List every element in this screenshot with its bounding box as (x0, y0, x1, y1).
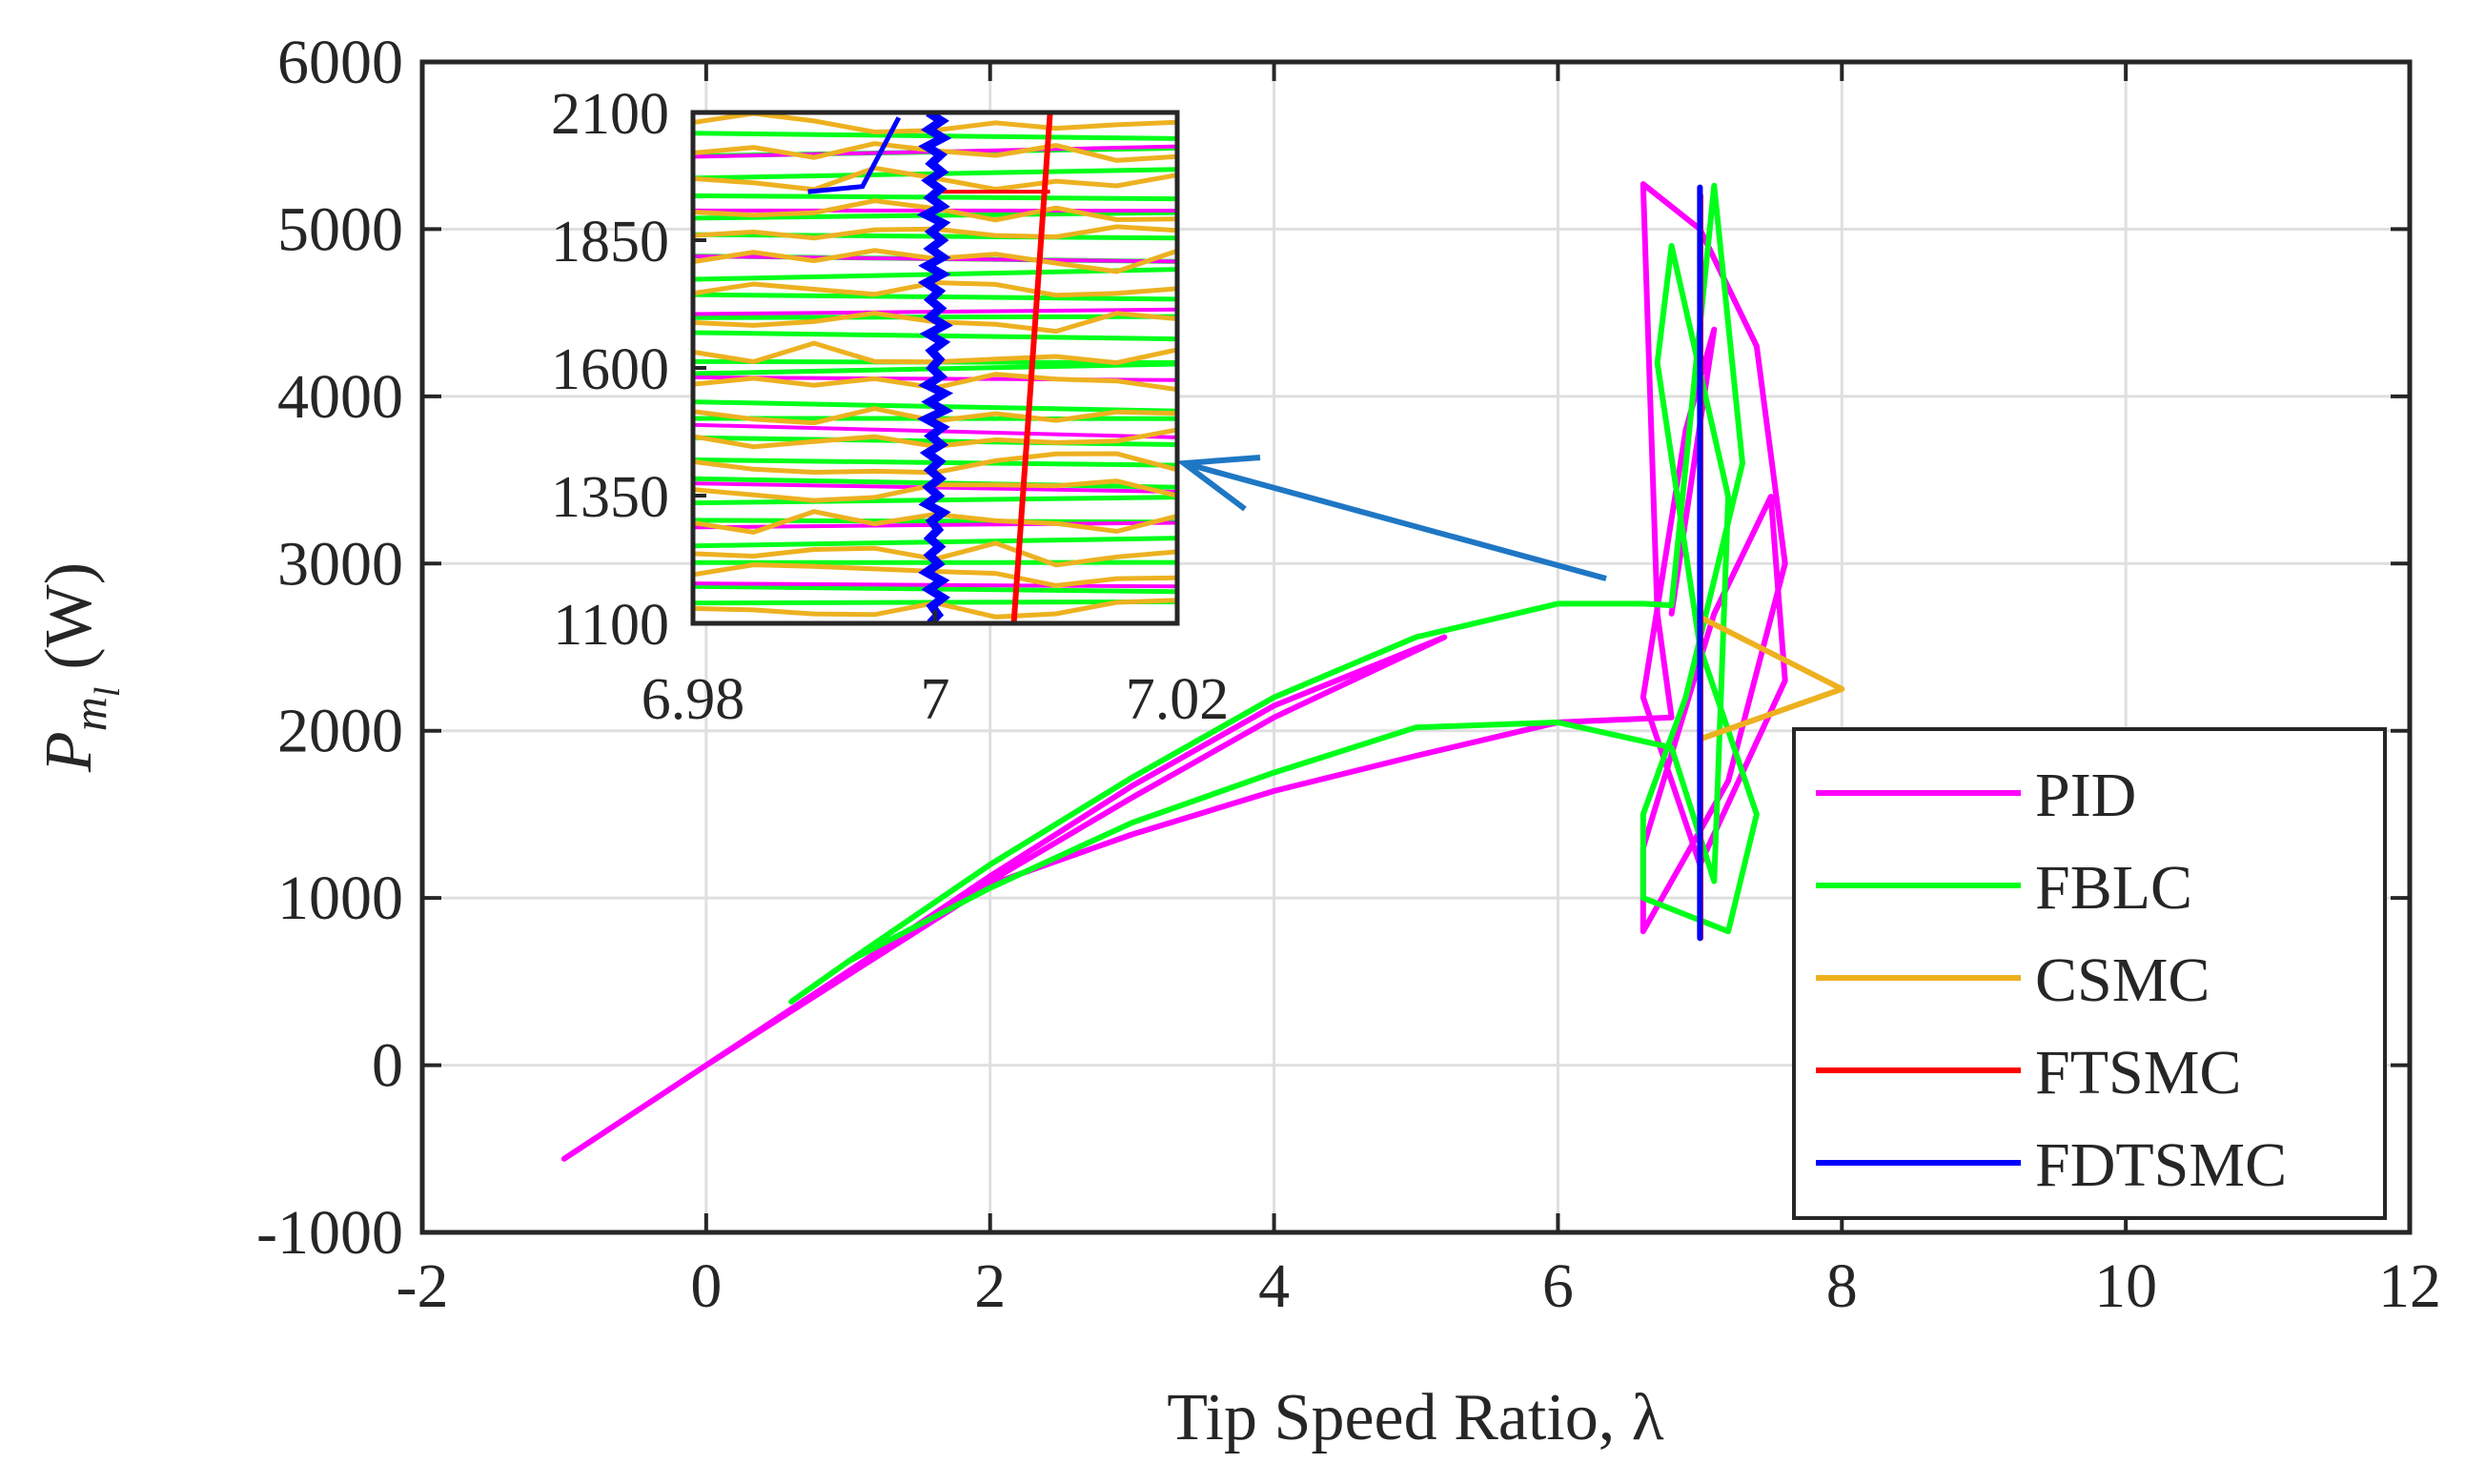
legend-label-fblc: FBLC (2035, 853, 2192, 923)
inset-x-tick-label: 7 (921, 667, 950, 732)
y-axis-label-sub: m (63, 697, 116, 731)
annotation-arrow (1175, 455, 1607, 581)
inset-ticks: 6.98 7 7.02 1100 1350 1600 1850 2100 (551, 82, 1229, 732)
inset-y-tick-label: 1600 (551, 337, 669, 402)
x-axis-label: Tip Speed Ratio, λ (1167, 1381, 1663, 1454)
legend-label-fdtsmc: FDTSMC (2035, 1130, 2287, 1200)
y-tick-label: -1000 (256, 1198, 403, 1268)
svg-text:Pml(W): Pml (W) (32, 562, 128, 773)
x-tick-label: 8 (1826, 1251, 1858, 1321)
y-axis-label: Pml (W) (32, 562, 128, 773)
main-series (560, 181, 1845, 1162)
x-tick-label: 0 (690, 1251, 722, 1321)
inset-csmc-line (693, 562, 1177, 588)
legend-box (1792, 727, 2387, 1220)
y-axis-label-main: P (32, 731, 106, 773)
x-tick-label: 12 (2378, 1251, 2441, 1321)
y-tick-label: 5000 (277, 194, 403, 264)
inset-fdtsmc-hook (807, 116, 902, 194)
inset-y-tick-label: 1350 (551, 465, 669, 530)
inset-ftsmc-line (1010, 112, 1053, 623)
plot-frame (419, 59, 2413, 1235)
inset-series (693, 112, 1177, 623)
inset-y-tick-label: 2100 (551, 82, 669, 147)
x-tick-label: 10 (2094, 1251, 2157, 1321)
legend-label-pid: PID (2035, 761, 2136, 830)
inset-fdtsmc-line (916, 112, 954, 623)
y-tick-label: 2000 (277, 697, 403, 766)
x-tick-label: 2 (974, 1251, 1006, 1321)
x-tick-label: -2 (397, 1251, 449, 1321)
series-line-fblc (788, 182, 1760, 1005)
inset-y-tick-label: 1100 (553, 593, 669, 658)
legend-label-csmc: CSMC (2035, 945, 2210, 1015)
y-axis-label-subsub: l (88, 687, 128, 698)
inset-x-tick-label: 6.98 (642, 667, 745, 732)
series-line-pid (560, 181, 1788, 1162)
y-tick-label: 1000 (277, 864, 403, 933)
y-tick-label: 0 (372, 1031, 403, 1101)
legend: PID FBLC CSMC FTSMC FDTSMC (1792, 727, 2387, 1220)
x-tick-label: 4 (1258, 1251, 1290, 1321)
inset-y-tick-label: 1850 (551, 210, 669, 274)
inset-x-tick-label: 7.02 (1126, 667, 1230, 732)
y-tick-label: 6000 (277, 28, 403, 97)
x-tick-label: 6 (1542, 1251, 1574, 1321)
y-axis-label-unit: (W) (32, 562, 106, 670)
y-tick-label: 3000 (277, 529, 403, 599)
legend-label-ftsmc: FTSMC (2035, 1038, 2241, 1108)
main-ticks: -2 0 2 4 6 8 10 12 -1000 0 1000 2000 3000 4000 5000 600… (256, 28, 2441, 1321)
y-tick-label: 4000 (277, 362, 403, 432)
